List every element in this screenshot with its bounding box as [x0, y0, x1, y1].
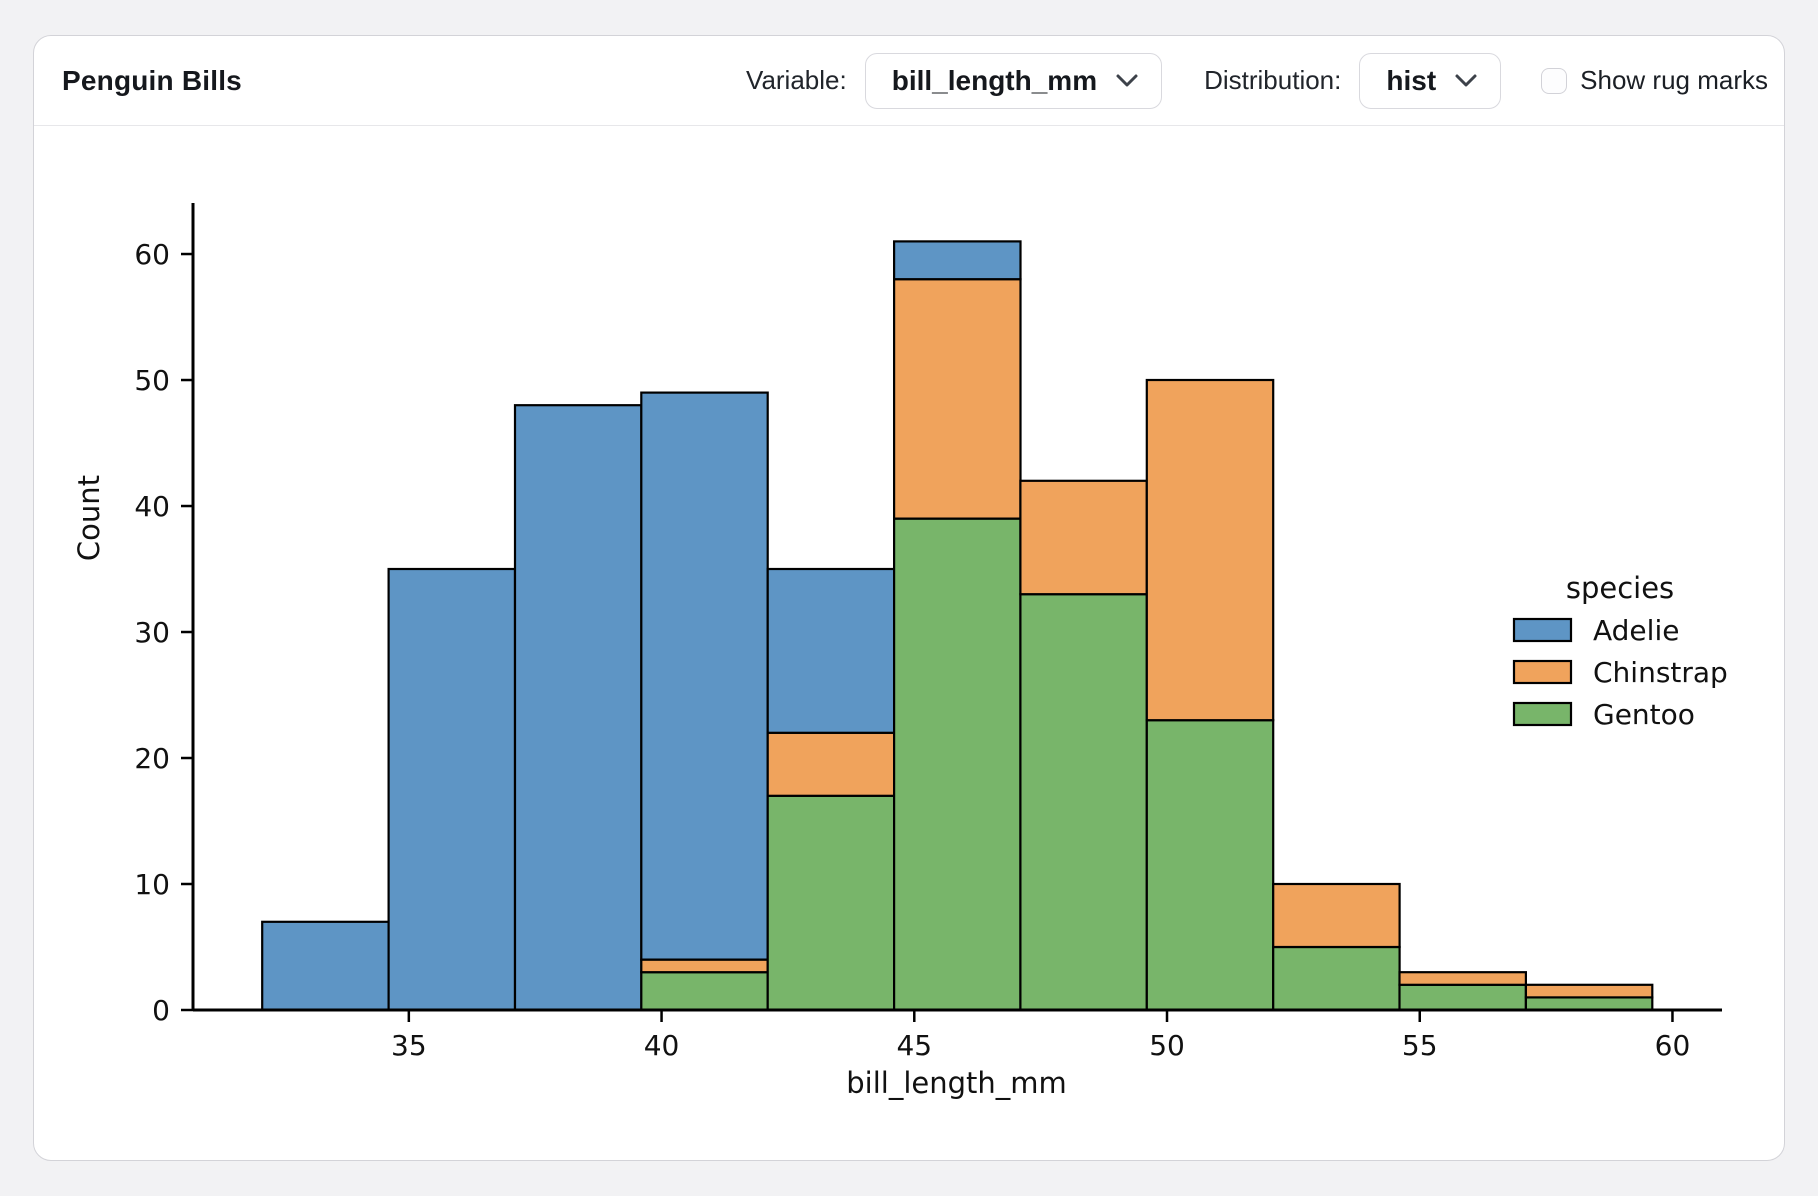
- y-tick-label: 20: [134, 742, 170, 775]
- y-axis-label: Count: [72, 475, 106, 561]
- legend-swatch: [1512, 701, 1573, 727]
- show-rug-label: Show rug marks: [1580, 65, 1768, 95]
- hist-bar-segment: [1272, 882, 1401, 949]
- hist-bar-segment: [1524, 983, 1654, 999]
- legend-entry-label: Chinstrap: [1593, 656, 1728, 689]
- x-tick-label: 55: [1402, 1029, 1438, 1062]
- hist-bar-segment: [766, 567, 896, 734]
- chevron-down-icon: [1455, 74, 1477, 86]
- legend-entry-label: Adelie: [1593, 614, 1679, 647]
- hist-bar-segment: [640, 958, 769, 974]
- y-tick-label: 30: [134, 616, 170, 649]
- x-tick-label: 50: [1149, 1029, 1185, 1062]
- y-tick-label: 50: [134, 364, 170, 397]
- hist-bar-segment: [766, 794, 896, 1012]
- hist-bar-segment: [1145, 719, 1275, 1012]
- x-tick-label: 35: [391, 1029, 427, 1062]
- show-rug-group: Show rug marks: [1541, 65, 1768, 96]
- penguin-bills-card: Penguin Bills Variable: bill_length_mm D…: [33, 35, 1785, 1161]
- y-tick-label: 60: [134, 238, 170, 271]
- variable-select-value: bill_length_mm: [891, 64, 1098, 96]
- hist-bar-segment: [1145, 378, 1275, 722]
- hist-bar-segment: [261, 920, 390, 1012]
- x-tick-label: 45: [896, 1029, 932, 1062]
- hist-bar-segment: [513, 404, 643, 1012]
- hist-bar-segment: [640, 971, 769, 1012]
- hist-bar-segment: [640, 391, 769, 961]
- variable-select[interactable]: bill_length_mm: [864, 52, 1163, 109]
- distribution-select[interactable]: hist: [1359, 52, 1502, 109]
- hist-bar-segment: [892, 278, 1022, 520]
- chart-area: 35 40 45 50 55 60 0 10 20 30 40 50 60 bill_length_mm C…: [34, 126, 1784, 1160]
- hist-bar-segment: [892, 240, 1022, 281]
- hist-bar-segment: [766, 731, 896, 797]
- hist-bar-segment: [1398, 983, 1528, 1012]
- legend-swatch: [1512, 617, 1573, 643]
- hist-bar-segment: [387, 567, 517, 1012]
- y-tick-label: 10: [134, 868, 170, 901]
- hist-bar-segment: [892, 517, 1022, 1012]
- card-header: Penguin Bills Variable: bill_length_mm D…: [34, 36, 1784, 126]
- chevron-down-icon: [1116, 74, 1138, 86]
- distribution-label: Distribution:: [1204, 65, 1342, 95]
- hist-bar-segment: [1019, 593, 1148, 1012]
- hist-bar-segment: [1524, 996, 1654, 1012]
- hist-bar-segment: [1398, 971, 1528, 986]
- x-axis-label: bill_length_mm: [846, 1066, 1067, 1100]
- page-title: Penguin Bills: [62, 64, 242, 96]
- hist-bar-segment: [1272, 945, 1401, 1012]
- variable-label: Variable:: [746, 65, 847, 95]
- x-tick-label: 60: [1655, 1029, 1691, 1062]
- histogram-chart: 35 40 45 50 55 60 0 10 20 30 40 50 60 bill_length_mm C…: [72, 203, 1728, 1100]
- legend-swatch: [1512, 659, 1573, 685]
- distribution-select-value: hist: [1386, 64, 1437, 96]
- y-tick-label: 0: [152, 994, 170, 1027]
- y-tick-label: 40: [134, 490, 170, 523]
- show-rug-checkbox[interactable]: [1541, 67, 1568, 94]
- x-tick-label: 40: [644, 1029, 680, 1062]
- legend-entry-label: Gentoo: [1593, 698, 1695, 731]
- legend-title: species: [1566, 571, 1674, 605]
- hist-bar-segment: [1019, 479, 1148, 596]
